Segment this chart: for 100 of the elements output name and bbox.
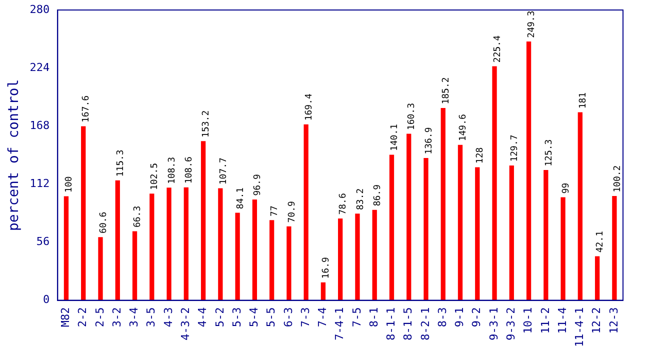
bar xyxy=(458,144,463,300)
bar xyxy=(355,214,360,300)
data-label: 149.6 xyxy=(458,114,469,142)
bar xyxy=(372,210,377,300)
data-label: 70.9 xyxy=(287,201,298,223)
data-label: 160.3 xyxy=(407,102,418,130)
x-tick-label: 9-2 xyxy=(470,307,484,328)
bar xyxy=(560,197,566,300)
bar xyxy=(286,226,292,300)
x-tick-label: 11-4-1 xyxy=(573,307,586,348)
bar xyxy=(492,66,497,300)
x-tick-label: 9-3-2 xyxy=(504,307,518,340)
bar xyxy=(184,187,188,300)
data-label: 129.7 xyxy=(510,134,520,162)
x-tick-label: 11-4 xyxy=(556,306,569,334)
bar xyxy=(612,196,617,300)
bar xyxy=(338,218,343,300)
bar xyxy=(115,180,120,300)
data-label: 60.6 xyxy=(98,212,109,234)
x-tick-label: 5-2 xyxy=(213,307,226,328)
bar xyxy=(406,134,412,300)
bar xyxy=(544,170,548,300)
y-tick-label: 280 xyxy=(30,2,50,16)
x-tick-label: 6-3 xyxy=(282,307,295,328)
data-label: 185.2 xyxy=(441,77,452,104)
bar xyxy=(252,199,258,300)
bar xyxy=(218,188,223,300)
bar xyxy=(509,165,514,300)
bar xyxy=(132,231,138,300)
bar xyxy=(235,212,240,300)
x-tick-label: 3-2 xyxy=(110,307,124,328)
bar xyxy=(424,158,428,300)
bar xyxy=(98,237,103,300)
data-label: 107.7 xyxy=(218,158,229,185)
x-tick-label: 3-5 xyxy=(144,307,158,328)
x-tick-label: 4-3-2 xyxy=(179,307,192,340)
bar xyxy=(81,126,86,300)
x-tick-label: 8-1-1 xyxy=(384,307,398,340)
data-label: 100 xyxy=(64,176,75,193)
bar xyxy=(200,141,206,300)
y-tick-label: 112 xyxy=(30,177,50,190)
data-label: 108.3 xyxy=(167,156,178,184)
y-tick-label: 168 xyxy=(30,118,50,132)
x-tick-label: 8-2-1 xyxy=(418,307,432,340)
y-axis-title: percent of control xyxy=(6,79,22,231)
data-label: 225.4 xyxy=(492,36,503,63)
bar xyxy=(64,196,69,300)
bar xyxy=(389,154,394,300)
data-label: 140.1 xyxy=(390,124,400,152)
data-label: 16.9 xyxy=(322,257,332,279)
data-label: 42.1 xyxy=(596,230,606,253)
bar xyxy=(166,188,172,300)
data-label: 249.3 xyxy=(527,10,538,38)
x-tick-label: 5-4 xyxy=(248,306,261,328)
x-tick-label: 7-4 xyxy=(316,306,330,328)
data-label: 84.1 xyxy=(236,187,246,210)
bar xyxy=(150,194,154,300)
x-tick-label: 5-3 xyxy=(230,307,244,328)
x-tick-label: 7-5 xyxy=(350,307,364,328)
bar xyxy=(320,282,326,300)
data-label: 153.2 xyxy=(202,110,212,138)
x-tick-label: 8-3 xyxy=(436,307,449,328)
x-tick-label: 7-4-1 xyxy=(333,307,346,340)
bar xyxy=(578,112,582,300)
bar xyxy=(269,220,274,300)
x-tick-label: 2-2 xyxy=(76,307,90,328)
bar xyxy=(304,124,308,300)
data-label: 115.3 xyxy=(116,150,126,177)
x-tick-label: 4-3 xyxy=(162,307,175,328)
x-tick-label: 2-5 xyxy=(93,307,106,328)
data-label: 167.6 xyxy=(82,95,92,123)
x-tick-label: 12-2 xyxy=(590,307,604,334)
bar xyxy=(440,108,446,300)
x-tick-label: 12-3 xyxy=(607,307,620,334)
data-label: 86.9 xyxy=(372,184,383,206)
data-label: 77 xyxy=(270,206,280,216)
data-label: 125.3 xyxy=(544,139,554,166)
data-label: 181 xyxy=(578,92,589,109)
data-label: 100.2 xyxy=(612,165,623,192)
y-tick-label: 224 xyxy=(30,60,50,74)
x-tick-label: 8-1-5 xyxy=(402,307,415,340)
x-tick-label: M82 xyxy=(59,307,72,328)
data-label: 78.6 xyxy=(338,193,349,215)
data-label: 99 xyxy=(561,182,572,194)
bar xyxy=(526,41,532,300)
x-tick-label: 9-1 xyxy=(453,307,466,328)
x-tick-label: 5-5 xyxy=(264,307,278,328)
data-label: 83.2 xyxy=(356,188,366,210)
x-tick-label: 11-2 xyxy=(538,307,552,334)
x-tick-label: 3-4 xyxy=(128,306,141,328)
bar xyxy=(594,256,600,300)
data-label: 96.9 xyxy=(253,174,264,196)
x-tick-label: 8-1 xyxy=(367,307,380,328)
data-label: 108.6 xyxy=(184,156,194,184)
x-tick-label: 9-3-1 xyxy=(487,307,500,340)
data-label: 128 xyxy=(476,147,486,164)
data-label: 102.5 xyxy=(150,162,160,190)
y-tick-label: 0 xyxy=(43,293,50,306)
bar xyxy=(475,167,480,300)
data-label: 136.9 xyxy=(424,127,434,154)
